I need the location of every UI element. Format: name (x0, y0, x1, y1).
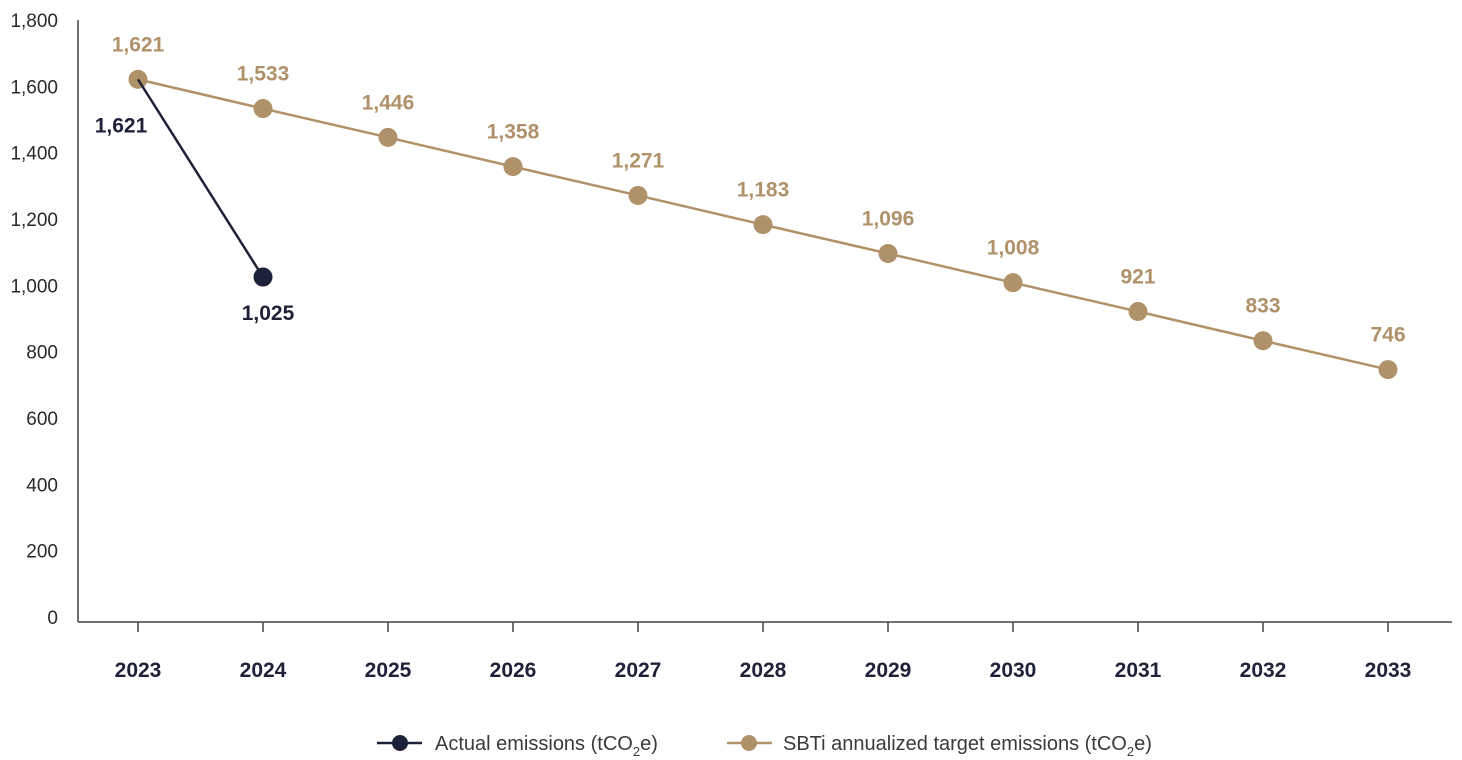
y-tick-label: 1,400 (10, 144, 58, 165)
legend-item-target: SBTi annualized target emissions (tCO2e) (727, 733, 1152, 759)
legend-marker-actual (392, 735, 408, 751)
x-tick-label: 2030 (990, 659, 1037, 682)
x-tick-label: 2025 (365, 659, 412, 682)
target-point (1378, 360, 1398, 380)
series-actual: 1,621 1,025 (95, 78, 295, 325)
y-tick-label: 600 (26, 409, 58, 430)
y-tick-label: 200 (26, 542, 58, 563)
target-point (253, 99, 273, 119)
target-point (1003, 273, 1023, 293)
target-data-label: 921 (1120, 266, 1155, 289)
x-tick-label: 2024 (240, 659, 287, 682)
x-tick-label: 2033 (1365, 659, 1412, 682)
x-axis-ticks: 2023 2024 2025 2026 2027 2028 2029 2030 2031 2032… (115, 622, 1412, 682)
target-data-label: 1,008 (987, 237, 1040, 260)
target-data-label: 1,183 (737, 179, 790, 202)
target-point (1253, 331, 1273, 351)
actual-point (253, 267, 273, 287)
actual-data-label: 1,621 (95, 114, 148, 137)
legend-label-target: SBTi annualized target emissions (tCO2e) (783, 733, 1152, 759)
target-point (378, 127, 398, 147)
x-tick-label: 2027 (615, 659, 662, 682)
legend-item-actual: Actual emissions (tCO2e) (377, 733, 658, 759)
target-point (1128, 302, 1148, 322)
target-data-label: 1,271 (612, 149, 665, 172)
target-data-label: 1,621 (112, 33, 165, 56)
y-tick-label: 1,800 (10, 11, 58, 32)
y-tick-label: 1,200 (10, 210, 58, 231)
target-data-label: 1,096 (862, 207, 915, 230)
y-tick-label: 0 (47, 608, 58, 629)
x-tick-label: 2032 (1240, 659, 1287, 682)
y-axis-ticks: 0 200 400 600 800 1,000 1,200 1,400 1,600 1,800 (10, 11, 58, 629)
y-tick-label: 1,000 (10, 276, 58, 297)
y-tick-label: 800 (26, 343, 58, 364)
y-tick-label: 400 (26, 475, 58, 496)
target-data-label: 1,533 (237, 63, 290, 86)
target-data-label: 1,446 (362, 91, 415, 114)
series-target: 1,621 1,533 1,446 1,358 1,271 1,183 1,096 1,008… (112, 33, 1406, 380)
target-data-label: 746 (1370, 324, 1405, 347)
actual-data-label: 1,025 (242, 302, 295, 325)
x-tick-label: 2028 (740, 659, 787, 682)
actual-series-line (136, 78, 265, 278)
target-data-label: 1,358 (487, 121, 540, 144)
x-tick-label: 2029 (865, 659, 912, 682)
legend: Actual emissions (tCO2e) SBTi annualized… (377, 733, 1152, 759)
x-tick-label: 2026 (490, 659, 537, 682)
legend-marker-target (741, 735, 757, 751)
x-tick-label: 2023 (115, 659, 162, 682)
target-point (878, 243, 898, 263)
target-point (628, 185, 648, 205)
y-tick-label: 1,600 (10, 77, 58, 98)
target-point (503, 157, 523, 177)
target-data-label: 833 (1245, 295, 1280, 318)
x-tick-label: 2031 (1115, 659, 1162, 682)
target-point (753, 215, 773, 235)
legend-label-actual: Actual emissions (tCO2e) (435, 733, 658, 759)
